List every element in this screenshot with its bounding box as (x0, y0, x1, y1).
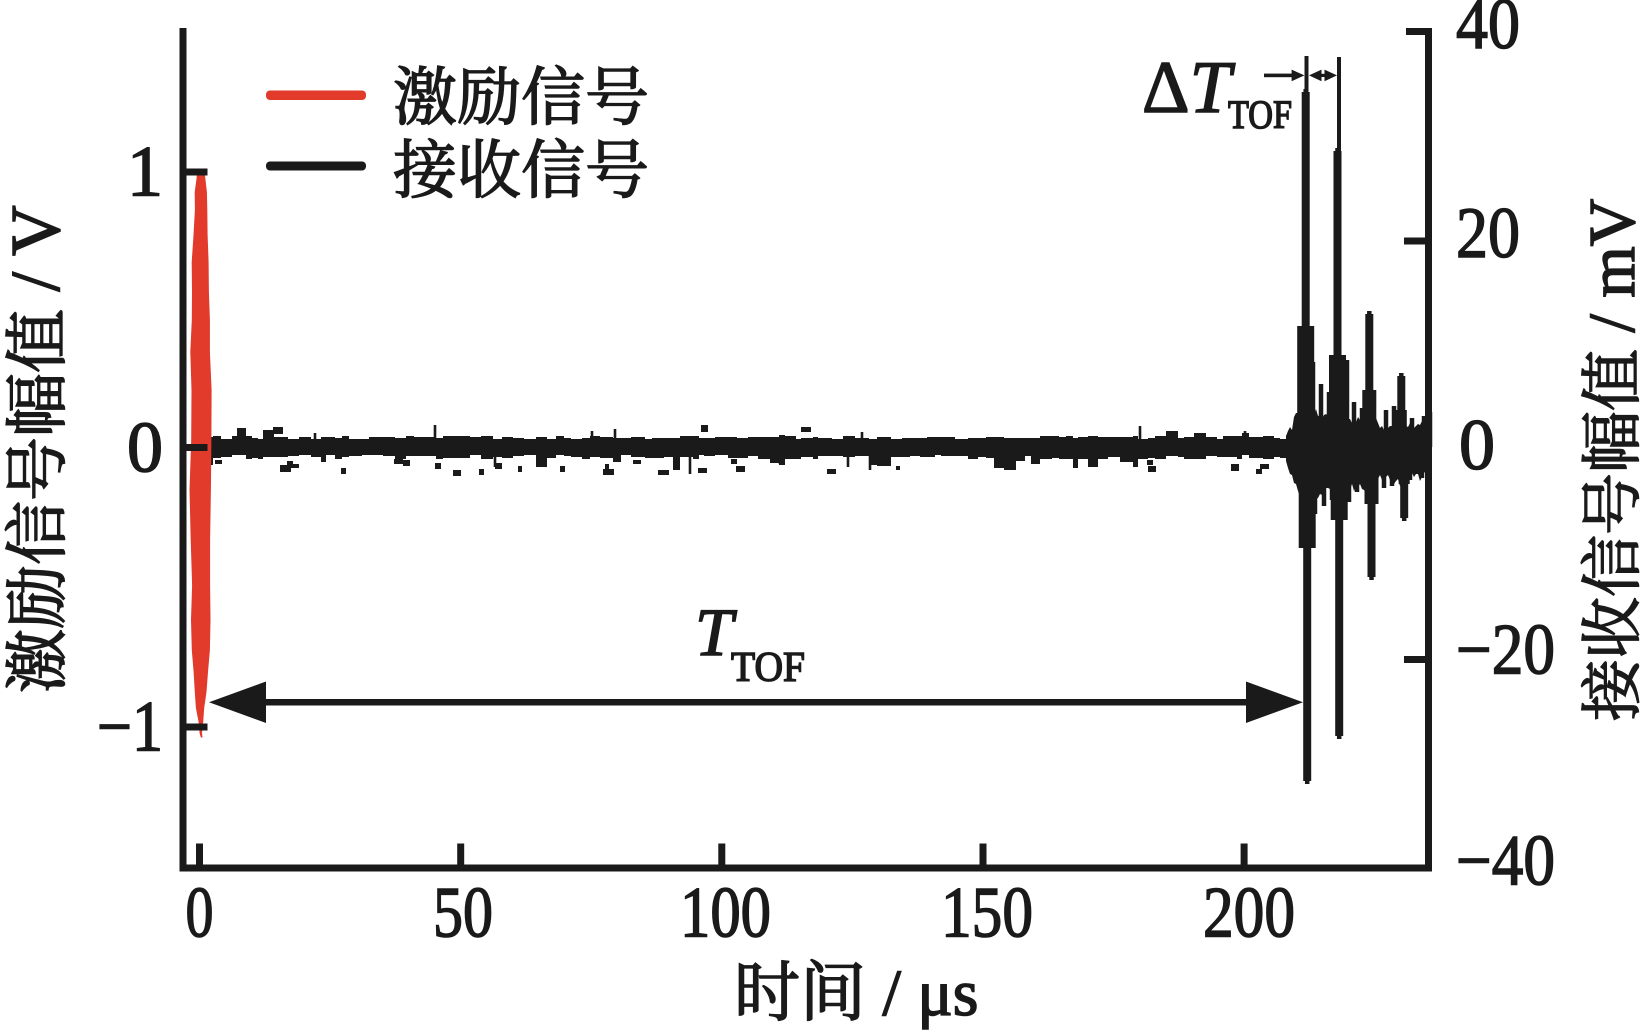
svg-text:200: 200 (1203, 873, 1295, 953)
svg-text:−20: −20 (1456, 610, 1555, 690)
svg-text:0: 0 (127, 408, 163, 488)
svg-text:40: 40 (1456, 0, 1520, 64)
svg-text:−40: −40 (1456, 821, 1555, 901)
svg-text:0: 0 (186, 873, 214, 953)
svg-text:150: 150 (941, 873, 1033, 953)
svg-text:T: T (695, 594, 737, 670)
svg-text:−1: −1 (97, 687, 163, 767)
svg-text:100: 100 (680, 873, 771, 953)
svg-text:1: 1 (127, 132, 163, 212)
svg-text:50: 50 (433, 873, 493, 953)
svg-text:20: 20 (1456, 193, 1520, 273)
svg-text:/ mV: / mV (1576, 199, 1647, 349)
svg-text:TOF: TOF (1228, 92, 1292, 137)
svg-text:TOF: TOF (731, 645, 805, 691)
svg-text:ΔT: ΔT (1142, 47, 1236, 129)
svg-text:/ μs: / μs (866, 957, 978, 1030)
svg-text:/ V: / V (0, 205, 75, 309)
svg-text:0: 0 (1459, 405, 1495, 485)
